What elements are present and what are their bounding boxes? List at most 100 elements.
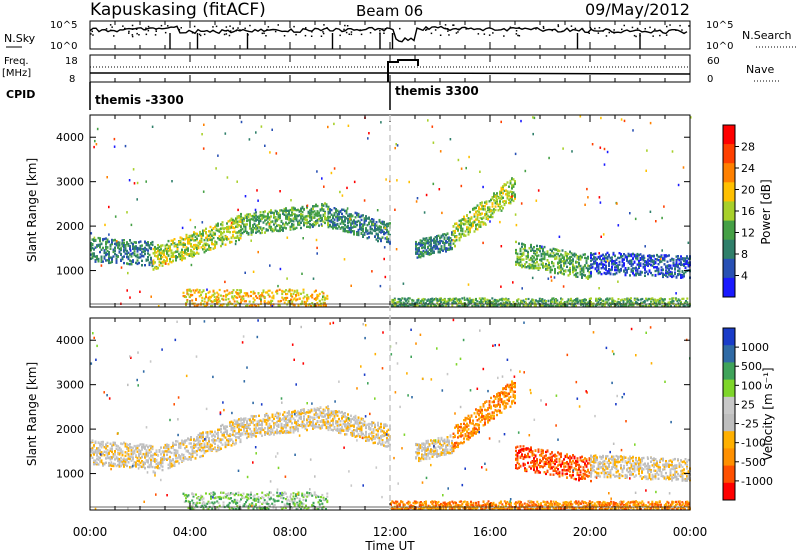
echo-cell bbox=[558, 249, 561, 253]
noise-cell bbox=[286, 236, 289, 239]
ground-cell bbox=[523, 301, 526, 304]
echo-cell bbox=[458, 226, 461, 229]
echo-cell bbox=[249, 226, 251, 229]
echo-cell bbox=[542, 249, 544, 253]
echo-cell bbox=[481, 204, 483, 207]
ground-cell bbox=[302, 288, 305, 291]
ground-cell bbox=[555, 305, 557, 308]
ground-cell bbox=[310, 295, 312, 298]
echo-cell bbox=[298, 223, 301, 226]
echo-cell bbox=[303, 216, 305, 219]
ground-cell bbox=[441, 304, 444, 307]
echo-cell bbox=[141, 455, 143, 458]
ground-cell bbox=[238, 295, 241, 298]
echo-cell bbox=[127, 453, 130, 456]
echo-band-6 bbox=[515, 240, 592, 280]
nsearch-point bbox=[681, 29, 683, 31]
ground-cell bbox=[652, 299, 655, 302]
echo-cell bbox=[449, 242, 452, 245]
ground-cell bbox=[326, 297, 329, 300]
echo-cell bbox=[629, 262, 631, 265]
echo-cell bbox=[127, 457, 130, 460]
echo-cell bbox=[666, 265, 669, 268]
ground-cell bbox=[225, 293, 227, 296]
echo-cell bbox=[519, 258, 522, 261]
echo-cell bbox=[466, 227, 468, 231]
echo-cell bbox=[205, 243, 207, 247]
echo-cell bbox=[277, 215, 280, 218]
ground-cell bbox=[221, 304, 224, 307]
echo-cell bbox=[363, 219, 366, 222]
echo-cell bbox=[590, 266, 592, 269]
echo-cell bbox=[627, 261, 630, 264]
echo-cell bbox=[336, 213, 339, 216]
ground-cell bbox=[637, 298, 640, 302]
ground-cell bbox=[670, 301, 672, 304]
nsearch-point bbox=[311, 31, 313, 33]
echo-cell bbox=[301, 218, 304, 221]
echo-cell bbox=[161, 461, 164, 465]
ground-cell bbox=[311, 302, 314, 305]
echo-cell bbox=[551, 268, 553, 272]
echo-cell bbox=[157, 267, 159, 270]
echo-cell bbox=[91, 439, 94, 443]
ground-cell bbox=[625, 305, 627, 308]
ground-cell bbox=[420, 300, 422, 303]
nsearch-point bbox=[679, 24, 681, 27]
echo-cell bbox=[651, 258, 654, 262]
nsearch-point bbox=[542, 27, 545, 29]
noise-cell bbox=[216, 301, 218, 305]
echo-cell bbox=[371, 223, 373, 227]
echo-cell bbox=[100, 443, 103, 446]
echo-cell bbox=[167, 239, 170, 243]
echo-cell bbox=[478, 207, 480, 211]
echo-cell bbox=[103, 454, 106, 457]
nsearch-point bbox=[131, 28, 134, 30]
echo-cell bbox=[602, 253, 604, 256]
echo-cell bbox=[127, 262, 130, 266]
ground-cell bbox=[653, 298, 656, 301]
noise-cell bbox=[316, 170, 318, 173]
echo-cell bbox=[148, 465, 151, 469]
echo-cell bbox=[633, 255, 636, 258]
ground-cell bbox=[393, 298, 396, 302]
echo-cell bbox=[158, 461, 161, 464]
echo-cell bbox=[421, 242, 423, 245]
echo-cell bbox=[123, 246, 125, 249]
noise-cell bbox=[93, 145, 95, 149]
echo-cell bbox=[108, 464, 110, 467]
echo-cell bbox=[93, 463, 95, 466]
ground-cell bbox=[400, 304, 402, 307]
echo-cell bbox=[469, 229, 471, 232]
echo-cell bbox=[600, 261, 603, 264]
nsearch-point bbox=[267, 26, 270, 28]
echo-cell bbox=[636, 263, 639, 266]
echo-cell bbox=[473, 208, 476, 211]
echo-cell bbox=[657, 258, 660, 262]
ground-cell bbox=[643, 305, 646, 308]
echo-cell bbox=[386, 240, 388, 243]
noise-cell bbox=[333, 167, 336, 170]
echo-cell bbox=[90, 247, 92, 250]
echo-cell bbox=[169, 257, 171, 261]
echo-cell bbox=[536, 247, 538, 251]
ground-cell bbox=[567, 299, 570, 302]
ground-cell bbox=[458, 305, 461, 308]
echo-cell bbox=[97, 260, 100, 263]
echo-cell bbox=[150, 242, 152, 245]
echo-cell bbox=[576, 272, 579, 275]
ground-cell bbox=[617, 298, 620, 301]
ground-cell bbox=[226, 304, 229, 307]
ground-cell bbox=[398, 298, 401, 301]
nsearch-point bbox=[492, 32, 494, 34]
echo-cell bbox=[91, 255, 94, 259]
echo-cell bbox=[100, 440, 103, 444]
echo-cell bbox=[454, 239, 456, 243]
echo-cell bbox=[581, 272, 583, 276]
echo-cell bbox=[188, 252, 191, 256]
freq-step bbox=[387, 59, 419, 82]
noise-cell bbox=[327, 125, 329, 129]
echo-cell bbox=[672, 264, 675, 267]
echo-cell bbox=[587, 255, 589, 259]
noise-cell bbox=[598, 287, 600, 290]
